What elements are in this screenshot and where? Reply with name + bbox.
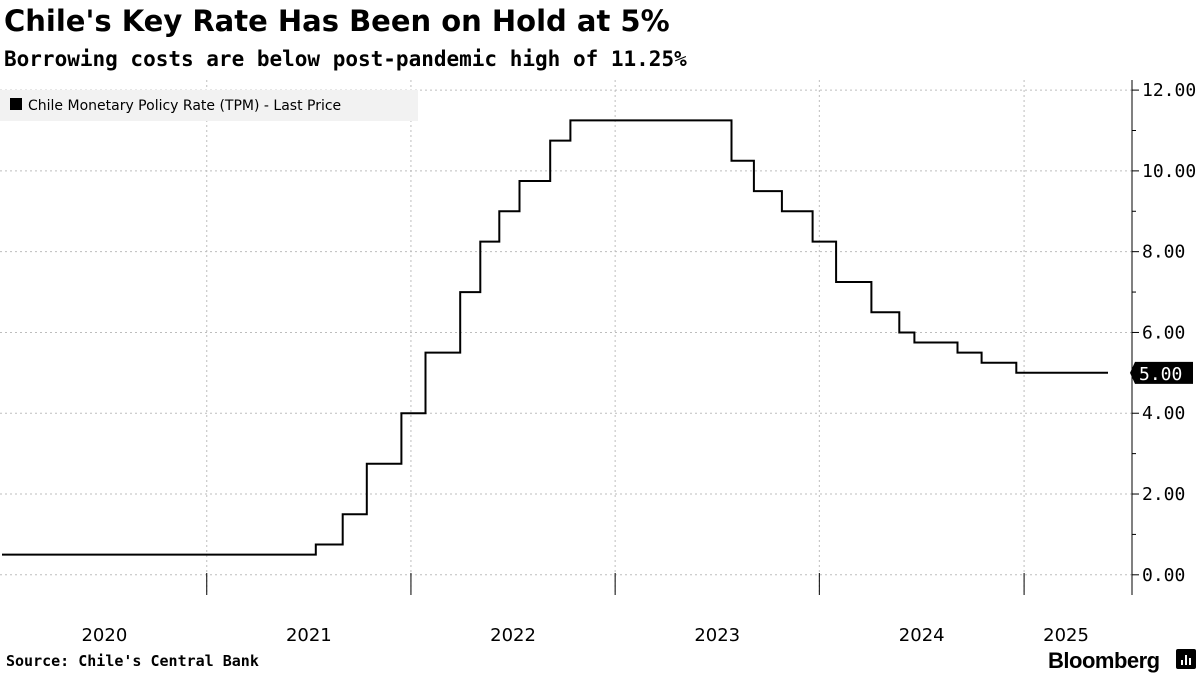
bloomberg-chart-icon (1176, 649, 1196, 669)
grid-lines (0, 80, 1132, 595)
axes: 0.00 2.00 4.00 6.00 8.00 10.00 12.00 2020 2021 20… (81, 80, 1196, 646)
source-note: Source: Chile's Central Bank (6, 652, 259, 670)
y-tick-label: 8.00 (1142, 242, 1185, 263)
y-tick-label: 12.00 (1142, 80, 1196, 101)
last-value-badge (1130, 361, 1193, 384)
y-tick-label: 10.00 (1142, 161, 1196, 182)
last-value-text: 5.00 (1139, 364, 1182, 385)
x-tick-label: 2020 (81, 625, 127, 646)
x-tick-label: 2024 (899, 625, 945, 646)
y-tick-label: 2.00 (1142, 484, 1185, 505)
y-tick-label: 6.00 (1142, 322, 1185, 343)
legend-background (0, 90, 418, 121)
legend-label: Chile Monetary Policy Rate (TPM) - Last … (28, 98, 341, 114)
y-tick-label: 4.00 (1142, 403, 1185, 424)
series-line (2, 119, 1108, 556)
x-tick-label: 2021 (286, 625, 332, 646)
legend: Chile Monetary Policy Rate (TPM) - Last … (0, 90, 418, 121)
chart-title: Chile's Key Rate Has Been on Hold at 5% (4, 4, 670, 38)
x-tick-label: 2022 (490, 625, 536, 646)
legend-swatch (10, 98, 22, 110)
last-value-marker: 5.00 (1130, 361, 1193, 385)
series-group (2, 119, 1108, 556)
brand-logo: Bloomberg (1048, 648, 1160, 673)
y-tick-label: 0.00 (1142, 565, 1185, 586)
chart-subtitle: Borrowing costs are below post-pandemic … (4, 47, 687, 71)
x-tick-label: 2025 (1043, 625, 1089, 646)
x-tick-label: 2023 (694, 625, 740, 646)
